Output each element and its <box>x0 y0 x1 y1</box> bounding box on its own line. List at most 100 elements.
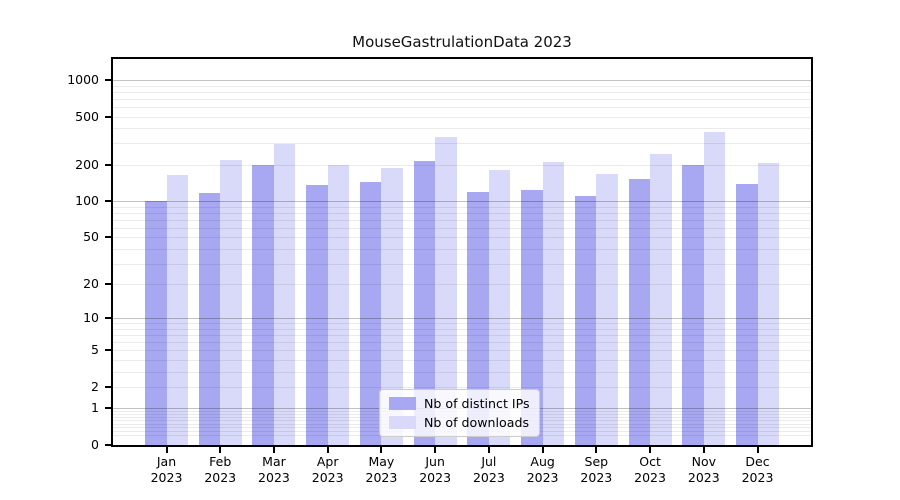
x-tick-mark <box>541 447 544 453</box>
gridline-major <box>113 201 811 203</box>
x-tick-mark <box>380 447 383 453</box>
bar-downloads-apr <box>327 164 350 445</box>
bar-distinct-ips-oct <box>628 179 651 445</box>
y-tick-label: 1 <box>91 400 99 416</box>
x-tick-label: Nov 2023 <box>687 454 720 485</box>
bar-downloads-nov <box>703 132 726 445</box>
bar-downloads-aug <box>542 162 565 445</box>
bar-distinct-ips-apr <box>306 185 328 445</box>
bar-distinct-ips-sep <box>574 196 597 445</box>
x-tick-label: Feb 2023 <box>204 454 237 485</box>
gridline-minor <box>113 227 811 229</box>
gridline-minor <box>113 237 811 239</box>
spine-left <box>111 57 113 447</box>
gridline-minor <box>113 206 811 208</box>
x-tick-label: Oct 2023 <box>634 454 666 485</box>
bar-distinct-ips-jul <box>467 192 489 445</box>
legend-swatch-distinct-ips <box>389 397 416 410</box>
y-tick-mark <box>105 349 111 352</box>
legend: Nb of distinct IPs Nb of downloads <box>379 389 540 437</box>
bar-downloads-jun <box>435 136 457 445</box>
bar-distinct-ips-feb <box>198 192 221 445</box>
bar-distinct-ips-aug <box>521 190 543 445</box>
bar-downloads-may <box>381 168 403 445</box>
bar-downloads-feb <box>220 160 242 445</box>
gridline-minor <box>113 350 811 352</box>
spine-right <box>811 57 813 447</box>
x-tick-label: Sep 2023 <box>580 454 613 485</box>
gridline-minor <box>113 116 811 118</box>
gridline-minor <box>113 164 811 166</box>
gridline-major <box>113 79 811 81</box>
x-tick-label: Aug 2023 <box>526 454 559 485</box>
chart-title: MouseGastrulationData 2023 <box>352 33 572 51</box>
y-tick-mark <box>105 115 111 118</box>
x-tick-mark <box>649 447 652 453</box>
y-tick-mark <box>105 444 111 446</box>
legend-label: Nb of distinct IPs <box>424 396 530 411</box>
y-tick-label: 50 <box>83 229 99 245</box>
plot-area <box>113 59 811 445</box>
y-tick-label: 1000 <box>67 71 99 87</box>
bar-downloads-dec <box>757 163 780 445</box>
gridline-minor <box>113 248 811 250</box>
gridline-minor <box>113 386 811 388</box>
y-tick-label: 0 <box>91 437 99 452</box>
x-tick-mark <box>272 447 275 453</box>
bar-downloads-oct <box>650 153 672 445</box>
y-tick-mark <box>105 385 111 388</box>
x-tick-label: Jan 2023 <box>150 454 183 485</box>
gridline-minor <box>113 91 811 93</box>
y-tick-label: 10 <box>83 310 99 326</box>
x-tick-mark <box>487 447 490 453</box>
bar-distinct-ips-jun <box>413 161 436 445</box>
x-tick-mark <box>595 447 598 453</box>
bar-downloads-jan <box>166 174 188 445</box>
bar-distinct-ips-nov <box>682 165 704 445</box>
bar-distinct-ips-may <box>359 182 382 445</box>
gridline-minor <box>113 359 811 361</box>
x-tick-mark <box>702 447 705 453</box>
y-tick-mark <box>105 200 111 203</box>
y-tick-label: 500 <box>75 108 99 124</box>
gridline-minor <box>113 323 811 325</box>
y-tick-mark <box>105 236 111 239</box>
y-tick-label: 2 <box>91 378 99 394</box>
y-tick-label: 200 <box>75 156 99 172</box>
x-tick-label: Apr 2023 <box>311 454 344 485</box>
legend-label: Nb of downloads <box>424 415 530 430</box>
y-tick-mark <box>105 317 111 320</box>
x-tick-label: Mar 2023 <box>258 454 290 485</box>
spine-top <box>111 57 813 59</box>
x-tick-label: Jul 2023 <box>472 454 505 485</box>
gridline-minor <box>113 335 811 337</box>
y-tick-label: 100 <box>75 193 99 209</box>
bar-distinct-ips-jan <box>145 201 167 445</box>
gridline-minor <box>113 219 811 221</box>
gridline-minor <box>113 85 811 87</box>
x-tick-label: Dec 2023 <box>741 454 774 485</box>
y-tick-mark <box>105 283 111 286</box>
gridline-minor <box>113 212 811 214</box>
x-tick-mark <box>434 447 437 453</box>
gridline-minor <box>113 263 811 265</box>
legend-row: Nb of distinct IPs <box>389 396 530 411</box>
y-tick-mark <box>105 163 111 166</box>
gridline-minor <box>113 371 811 373</box>
gridline-minor <box>113 328 811 330</box>
x-tick-mark <box>326 447 329 453</box>
gridline-minor <box>113 128 811 130</box>
gridline-minor <box>113 284 811 286</box>
gridline-minor <box>113 342 811 344</box>
gridline-major <box>113 318 811 320</box>
bar-downloads-mar <box>273 144 296 445</box>
gridline-minor <box>113 98 811 100</box>
bar-downloads-jul <box>488 170 511 445</box>
legend-swatch-downloads <box>389 416 416 429</box>
x-tick-mark <box>219 447 222 453</box>
legend-row: Nb of downloads <box>389 415 530 430</box>
x-tick-mark <box>165 447 168 453</box>
x-tick-label: May 2023 <box>365 454 398 485</box>
bar-distinct-ips-dec <box>736 183 758 445</box>
